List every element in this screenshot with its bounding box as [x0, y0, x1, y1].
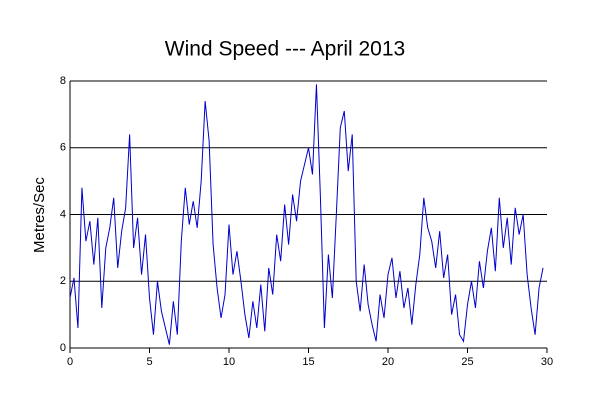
chart-title: Wind Speed --- April 2013 — [165, 38, 405, 61]
y-tick-label: 0 — [60, 342, 66, 354]
y-tick-label: 2 — [60, 275, 66, 287]
x-tick-label: 20 — [382, 356, 394, 368]
x-tick-label: 15 — [302, 356, 314, 368]
y-tick-label: 4 — [60, 208, 66, 220]
x-tick-label: 25 — [461, 356, 473, 368]
x-tick-label: 0 — [67, 356, 73, 368]
x-tick-label: 30 — [541, 356, 553, 368]
x-tick-label: 10 — [223, 356, 235, 368]
x-tick-label: 5 — [146, 356, 152, 368]
y-tick-label: 8 — [60, 75, 66, 87]
data-line — [69, 84, 544, 345]
y-axis-label: Metres/Sec — [31, 177, 48, 253]
y-tick-label: 6 — [60, 142, 66, 154]
